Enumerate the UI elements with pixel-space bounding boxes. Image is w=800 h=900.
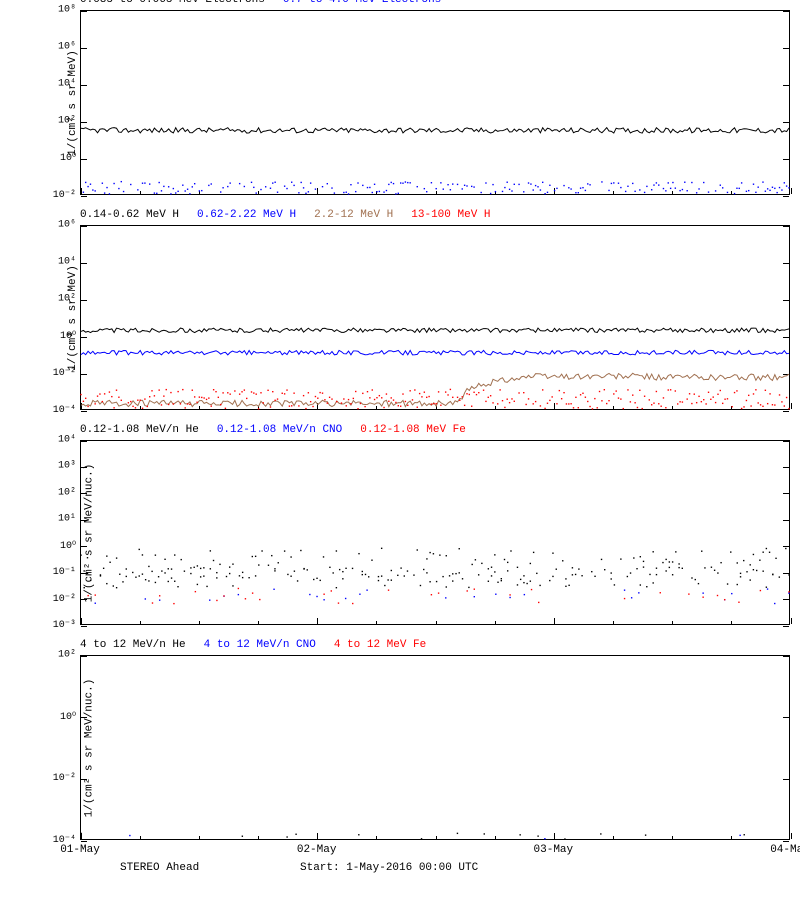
- plot-area: [80, 655, 790, 840]
- y-tick-label: 10⁻²: [53, 593, 76, 605]
- legend: 0.14-0.62 MeV H 0.62-2.22 MeV H 2.2-12 MeV…: [80, 209, 509, 221]
- y-axis-label: 1/(cm² s sr MeV/nuc.): [83, 678, 95, 817]
- legend-item: 4 to 12 MeV/n He: [80, 639, 186, 651]
- legend: 0.035 to 0.065 MeV Electrons 0.7 to 4.0 M…: [80, 0, 459, 6]
- data-layer: [81, 226, 789, 409]
- x-tick-label: 04-May: [770, 844, 800, 856]
- series-line: [81, 128, 789, 133]
- y-tick-label: 10²: [58, 294, 76, 305]
- series-dots: [95, 588, 790, 604]
- data-layer: [81, 656, 789, 839]
- y-tick: [783, 626, 789, 627]
- legend-item: 0.7 to 4.0 Mev Electrons: [283, 0, 441, 6]
- y-tick-label: 10⁸: [58, 5, 76, 16]
- y-tick: [783, 841, 789, 842]
- y-tick: [81, 626, 87, 627]
- series-line: [81, 328, 789, 332]
- y-tick: [81, 196, 87, 197]
- legend-item: 0.12-1.08 MeV/n He: [80, 424, 199, 436]
- plot-area: [80, 225, 790, 410]
- series-dots: [87, 588, 789, 605]
- chart-panel-1: 1/(cm² s sr MeV)10⁻²10⁰10²10⁴10⁶10⁸0.035…: [80, 10, 790, 195]
- legend: 0.12-1.08 MeV/n He 0.12-1.08 MeV/n CNO 0.1…: [80, 424, 484, 436]
- series-line: [81, 350, 789, 355]
- legend-item: 0.12-1.08 MeV/n CNO: [217, 424, 342, 436]
- y-tick-label: 10⁴: [58, 435, 76, 446]
- y-tick-label: 10⁻²: [53, 367, 76, 379]
- chart-panel-2: 1/(cm² s sr MeV)10⁻⁴10⁻²10⁰10²10⁴10⁶0.14…: [80, 225, 790, 410]
- chart-panel-3: 1/(cm² s sr MeV/nuc.)10⁻³10⁻²10⁻¹10⁰10¹1…: [80, 440, 790, 625]
- y-tick-label: 10²: [58, 650, 76, 661]
- x-tick-label: 02-May: [297, 844, 337, 856]
- series-dots: [83, 566, 789, 588]
- legend-item: 2.2-12 MeV H: [314, 209, 393, 221]
- x-tick: [791, 618, 792, 624]
- y-tick-label: 10⁻²: [53, 772, 76, 784]
- y-tick: [783, 196, 789, 197]
- x-tick-label: 01-May: [60, 844, 100, 856]
- series-dots: [83, 181, 790, 195]
- y-tick-label: 10²: [58, 487, 76, 498]
- chart-container: 1/(cm² s sr MeV)10⁻²10⁰10²10⁴10⁶10⁸0.035…: [0, 0, 800, 900]
- series-dots: [129, 835, 741, 840]
- y-tick-label: 10¹: [58, 514, 76, 525]
- y-axis-label: 1/(cm² s sr MeV/nuc.): [83, 463, 95, 602]
- series-dots: [80, 389, 789, 410]
- chart-panel-4: 1/(cm² s sr MeV/nuc.)10⁻⁴10⁻²10⁰10²01-Ma…: [80, 655, 790, 840]
- y-tick-label: 10⁻²: [53, 189, 76, 201]
- y-axis-label: 1/(cm² s sr MeV): [67, 265, 79, 371]
- legend-item: 4 to 12 MeV Fe: [334, 639, 426, 651]
- y-tick-label: 10⁻¹: [53, 566, 76, 578]
- legend: 4 to 12 MeV/n He 4 to 12 MeV/n CNO 4 to 12…: [80, 639, 444, 651]
- y-tick-label: 10⁻⁴: [53, 404, 76, 416]
- y-tick-label: 10⁴: [58, 79, 76, 90]
- x-tick-label: 03-May: [534, 844, 574, 856]
- y-tick-label: 10⁰: [60, 330, 76, 342]
- x-tick: [791, 188, 792, 194]
- y-tick: [81, 841, 87, 842]
- legend-item: 0.14-0.62 MeV H: [80, 209, 179, 221]
- footer-left: STEREO Ahead: [120, 862, 199, 874]
- series-dots: [80, 548, 786, 580]
- x-tick: [791, 833, 792, 839]
- y-tick-label: 10⁶: [58, 220, 76, 231]
- y-tick-label: 10⁰: [60, 152, 76, 164]
- legend-item: 4 to 12 MeV/n CNO: [204, 639, 316, 651]
- legend-item: 0.62-2.22 MeV H: [197, 209, 296, 221]
- y-tick-label: 10²: [58, 116, 76, 127]
- x-tick: [791, 403, 792, 409]
- footer-center: Start: 1-May-2016 00:00 UTC: [300, 862, 478, 874]
- y-tick-label: 10⁶: [58, 42, 76, 53]
- y-tick: [783, 411, 789, 412]
- plot-area: [80, 440, 790, 625]
- y-axis-label: 1/(cm² s sr MeV): [67, 50, 79, 156]
- y-tick: [81, 411, 87, 412]
- legend-item: 0.035 to 0.065 MeV Electrons: [80, 0, 265, 6]
- y-tick-label: 10⁴: [58, 257, 76, 268]
- data-layer: [81, 441, 789, 624]
- y-tick-label: 10⁰: [60, 540, 76, 552]
- y-tick-label: 10³: [58, 461, 76, 472]
- data-layer: [81, 11, 789, 194]
- series-dots: [80, 833, 745, 840]
- y-tick-label: 10⁰: [60, 711, 76, 723]
- plot-area: [80, 10, 790, 195]
- y-tick-label: 10⁻³: [53, 619, 76, 631]
- legend-item: 0.12-1.08 MeV Fe: [360, 424, 466, 436]
- legend-item: 13-100 MeV H: [411, 209, 490, 221]
